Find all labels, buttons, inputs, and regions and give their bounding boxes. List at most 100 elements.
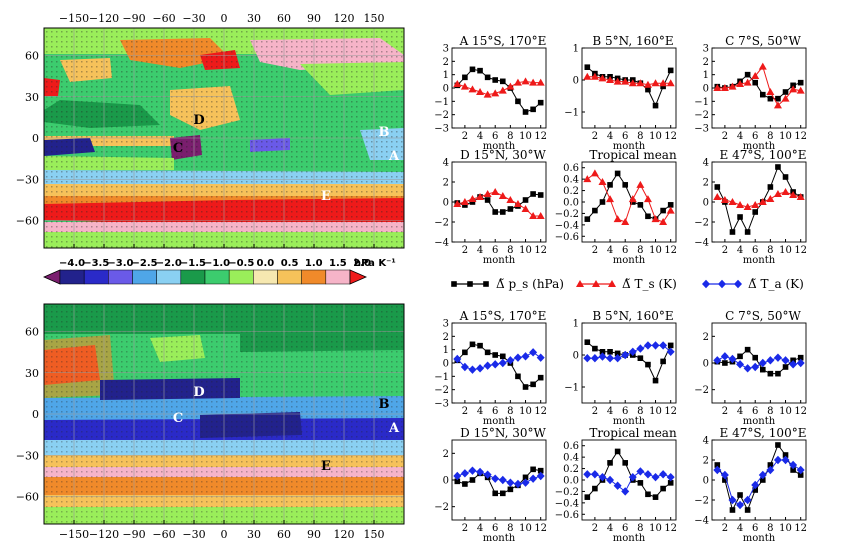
data-point	[767, 462, 774, 468]
colorbar-segment	[132, 269, 157, 285]
y-tick-label: 0	[703, 476, 709, 487]
data-point	[713, 356, 722, 365]
site-label-C: C	[173, 141, 183, 156]
data-point	[506, 196, 515, 203]
data-point	[773, 455, 782, 465]
map-x-tick: −90	[122, 528, 145, 541]
y-tick-label: 0.4	[563, 175, 579, 186]
data-point	[651, 472, 660, 482]
x-tick-label: 6	[492, 523, 498, 534]
data-point	[628, 195, 637, 203]
data-point	[636, 79, 645, 87]
y-tick-label: −2	[694, 385, 709, 396]
data-point	[651, 215, 660, 223]
x-tick-label: 12	[534, 245, 547, 256]
x-tick-label: 12	[794, 131, 807, 142]
data-point	[462, 481, 468, 487]
x-tick-label: 4	[737, 131, 743, 142]
data-point	[628, 79, 637, 87]
data-point	[743, 203, 752, 210]
data-point	[583, 470, 592, 479]
y-tick-label: −2	[434, 110, 449, 121]
panel-title: B 5°N, 160°E	[592, 34, 673, 48]
x-tick-label: 2	[462, 131, 468, 142]
data-point	[720, 352, 729, 361]
data-point	[729, 229, 736, 235]
data-point	[530, 191, 536, 197]
data-point	[660, 83, 666, 90]
data-point	[476, 88, 485, 95]
data-point	[773, 353, 782, 362]
data-point	[645, 86, 651, 93]
data-point	[728, 495, 737, 505]
y-tick-label: 0	[443, 359, 449, 370]
map-y-tick: 30	[25, 367, 39, 380]
data-point	[766, 88, 775, 95]
data-point	[492, 209, 499, 215]
data-point	[781, 356, 790, 365]
y-tick-label: 2	[703, 178, 709, 189]
data-point	[737, 492, 743, 498]
data-point	[491, 474, 500, 483]
x-tick-label: 6	[492, 131, 498, 142]
data-point	[621, 350, 630, 360]
x-tick-label: 6	[492, 245, 498, 256]
data-point	[751, 362, 760, 372]
data-point	[775, 95, 781, 102]
data-point	[521, 77, 530, 85]
data-point	[614, 350, 621, 357]
colorbar-segment	[228, 269, 254, 285]
x-tick-label: 6	[622, 131, 628, 142]
y-tick-label: 3	[443, 319, 449, 330]
data-point	[775, 370, 781, 377]
data-point	[469, 66, 476, 73]
data-point	[506, 82, 515, 90]
site-label-A: A	[388, 149, 400, 164]
x-tick-label: 4	[737, 523, 743, 534]
x-tick-label: 2	[722, 131, 728, 142]
data-point	[607, 460, 613, 466]
x-tick-label: 8	[507, 131, 513, 142]
data-point	[584, 494, 591, 500]
data-point	[460, 469, 469, 478]
y-tick-label: 0	[703, 198, 709, 209]
data-point	[477, 67, 483, 74]
colorbar-arrow-low	[43, 269, 61, 285]
data-point	[666, 347, 675, 356]
data-point	[666, 79, 675, 87]
data-point	[537, 374, 544, 381]
map-y-tick: 60	[25, 50, 39, 63]
x-tick-label: 2	[462, 406, 468, 417]
legend-item: Δ̃ T_a (K)	[702, 277, 804, 291]
data-point	[492, 352, 499, 358]
data-point	[636, 467, 645, 476]
data-point	[621, 77, 630, 85]
data-point	[759, 477, 766, 483]
data-point	[796, 193, 805, 200]
site-label-E: E	[321, 189, 331, 204]
data-point	[454, 478, 461, 485]
y-tick-label: −2	[434, 385, 449, 396]
colorbar-segment	[83, 269, 109, 285]
data-point	[614, 170, 621, 177]
y-tick-label: 0.6	[563, 441, 579, 452]
x-tick-label: 8	[767, 523, 773, 534]
y-tick-label: 0	[573, 351, 579, 362]
y-tick-label: 3	[443, 44, 449, 55]
colorbar-label: −1.0	[204, 258, 230, 269]
panel-title: C 7°S, 50°W	[725, 309, 801, 323]
data-point	[521, 205, 530, 212]
data-point	[598, 352, 607, 361]
site-label-C: C	[173, 411, 183, 426]
map-y-tick: 0	[32, 408, 39, 421]
data-point	[637, 480, 644, 486]
x-tick-label: 12	[664, 245, 677, 256]
data-point	[513, 200, 522, 207]
map-x-tick: 0	[221, 528, 228, 541]
data-point	[766, 356, 775, 365]
